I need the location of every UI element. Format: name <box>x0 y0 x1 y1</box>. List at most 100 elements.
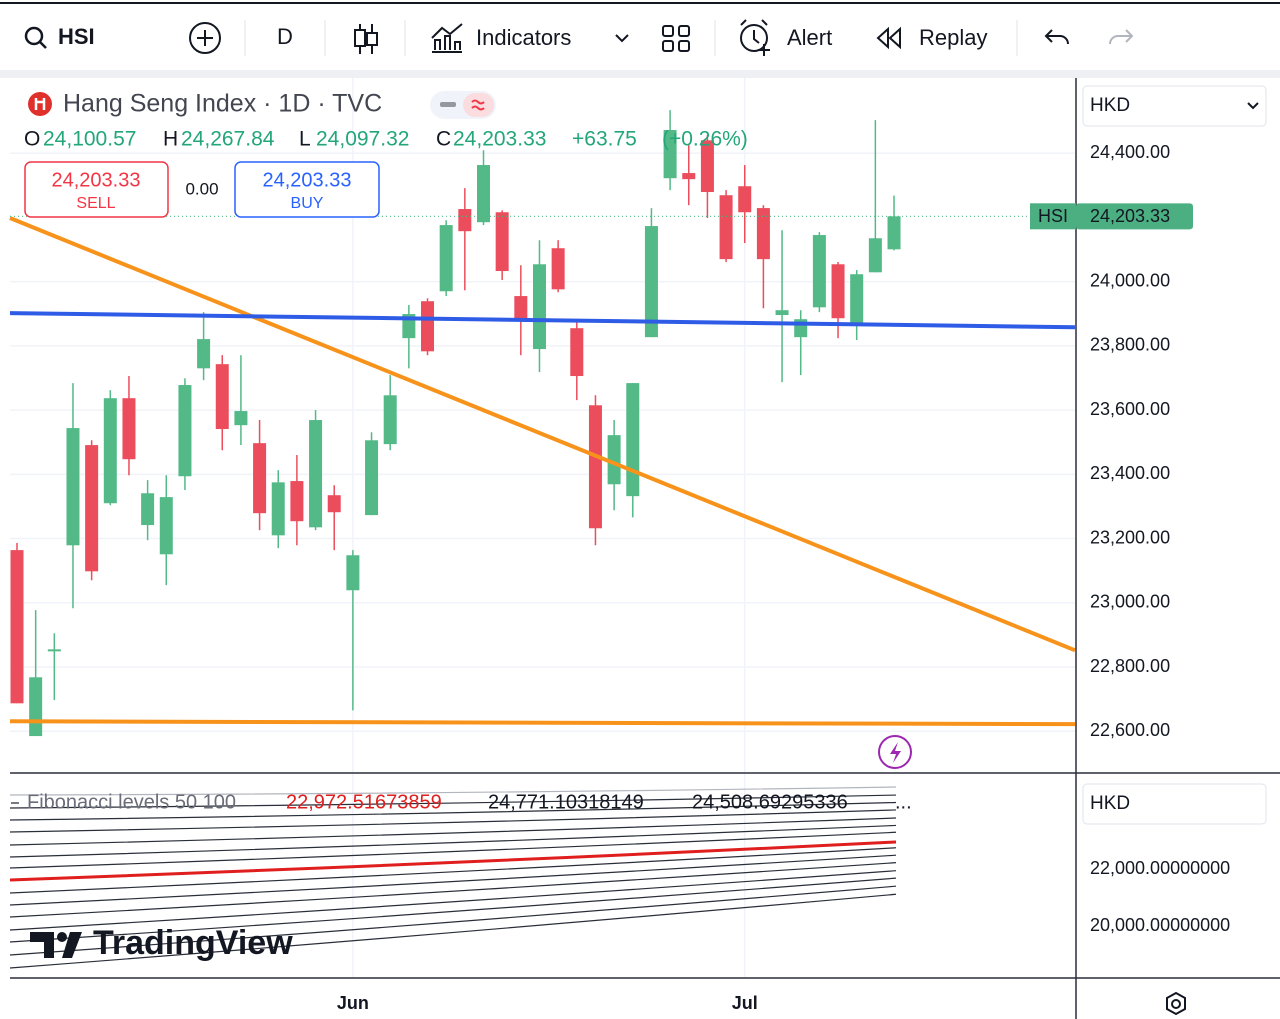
price-tick-label: 23,200.00 <box>1090 527 1170 547</box>
change: +63.75 <box>572 128 637 151</box>
indicator-value: 22,972.51673859 <box>286 791 442 813</box>
candle-body <box>626 383 640 497</box>
ohlc-value: 24,203.33 <box>453 128 546 151</box>
alert-icon <box>740 19 770 56</box>
trendline <box>9 311 1076 330</box>
fib-level <box>9 847 897 894</box>
buy-button[interactable]: 24,203.33 BUY <box>234 161 380 218</box>
candle-body <box>383 395 397 445</box>
candle-body <box>29 677 43 737</box>
toolbar-gap <box>0 70 1280 78</box>
alert-button[interactable]: Alert <box>740 19 832 56</box>
indicator-tick-label: 20,000.00000000 <box>1090 915 1230 935</box>
buy-box <box>234 161 380 218</box>
change-percent: (+0.26%) <box>662 128 748 151</box>
indicator-tick-label: 22,000.00000000 <box>1090 858 1230 878</box>
compare-button[interactable] <box>189 22 221 54</box>
legend-title: Hang Seng Index · 1D · TVC <box>63 90 382 118</box>
grid-icon <box>678 25 690 37</box>
price-tick-label: 24,400.00 <box>1090 142 1170 162</box>
spread: 0.00 <box>185 179 218 198</box>
ohlc-label: C <box>436 128 451 151</box>
indicators-button[interactable]: Indicators <box>431 23 629 53</box>
candle-body <box>700 140 714 193</box>
price-tick-label: 22,800.00 <box>1090 656 1170 676</box>
replay-button[interactable]: Replay <box>876 25 987 50</box>
symbol: HSI <box>58 24 95 49</box>
candle-body <box>738 186 752 213</box>
candle-body <box>197 339 211 369</box>
candle-body <box>850 274 864 326</box>
trendline <box>9 719 1076 727</box>
chevron <box>1247 102 1259 110</box>
time-tick-label: Jul <box>732 993 758 1013</box>
price-tag <box>1030 203 1076 230</box>
candle-body <box>532 264 546 350</box>
replay-icon <box>876 26 901 50</box>
undo-button[interactable] <box>1044 29 1069 45</box>
candle-body <box>159 497 173 555</box>
candle-body <box>103 398 117 504</box>
search-icon <box>39 41 47 49</box>
trendline <box>9 216 1076 653</box>
currency: HKD <box>1090 95 1130 116</box>
plot <box>9 110 1076 969</box>
status-icon <box>440 102 456 107</box>
candle-body <box>141 493 155 526</box>
candle-body <box>421 301 435 352</box>
candle-body <box>309 420 323 528</box>
buy-label: BUY <box>291 195 324 212</box>
fib-level <box>9 870 897 931</box>
price-tick-label: 23,400.00 <box>1090 463 1170 483</box>
candle-body <box>122 398 136 460</box>
indicator-currency: HKD <box>1090 793 1130 814</box>
candle-body <box>644 226 658 338</box>
watermark: TradingView <box>93 924 293 962</box>
fib-level <box>9 786 897 796</box>
alert-label: Alert <box>787 25 832 50</box>
price-tick-label: 22,600.00 <box>1090 720 1170 740</box>
layouts-button[interactable] <box>662 25 690 52</box>
sell-button[interactable]: 24,203.33 SELL <box>24 161 169 218</box>
candle-body <box>719 195 733 260</box>
candle-body <box>234 411 248 426</box>
select-box <box>1082 85 1267 127</box>
select-box <box>1082 783 1267 825</box>
ohlc-label: L <box>299 128 311 151</box>
candle-body <box>756 208 770 260</box>
settings-button[interactable] <box>1166 991 1186 1016</box>
ohlc-value: 24,097.32 <box>316 128 409 151</box>
redo-button[interactable] <box>1109 29 1134 45</box>
grid-icon <box>662 25 674 37</box>
chevron <box>615 34 629 43</box>
indicators-label: Indicators <box>476 25 571 50</box>
candle-body <box>887 216 901 250</box>
fib-level <box>9 862 897 918</box>
candle-body <box>477 165 490 223</box>
candle-body <box>178 385 192 477</box>
grid-icon <box>678 40 690 52</box>
price-tag <box>1076 203 1193 230</box>
status-icon <box>463 93 494 117</box>
sell-label: SELL <box>76 195 115 212</box>
sell-box <box>24 161 169 218</box>
symbol-logo <box>28 92 52 116</box>
symbol-logo <box>34 98 46 110</box>
currency-select[interactable]: HKD <box>1082 85 1267 127</box>
fib-level <box>9 877 897 943</box>
indicator-currency-select[interactable]: HKD <box>1082 783 1267 825</box>
candle-body <box>682 173 696 180</box>
interval-button[interactable]: D <box>277 24 293 49</box>
candle-body <box>495 212 509 272</box>
symbol-search[interactable]: HSI <box>24 24 95 49</box>
candle-body <box>588 405 602 529</box>
time-tick-label: Jun <box>337 993 369 1013</box>
candle-body <box>365 440 379 516</box>
fib-level <box>9 801 897 821</box>
candle-body <box>10 550 24 704</box>
ohlc-label: O <box>24 128 40 151</box>
logo-mark <box>57 932 67 942</box>
chart-type-button[interactable] <box>354 24 378 54</box>
plus-icon <box>189 22 221 54</box>
